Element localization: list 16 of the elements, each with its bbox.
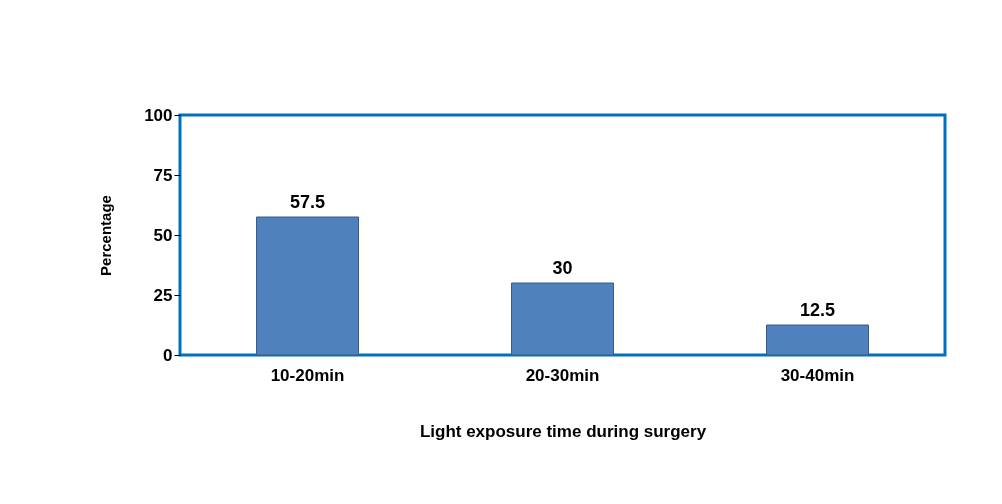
- x-tick-label: 30-40min: [780, 365, 855, 385]
- y-tick-label: 0: [163, 345, 173, 365]
- data-label: 12.5: [799, 300, 836, 320]
- y-tick-label: 100: [144, 105, 173, 125]
- y-axis-title: Percentage: [97, 195, 115, 276]
- x-axis-title: Light exposure time during surgery: [419, 421, 707, 441]
- x-tick-label: 20-30min: [525, 365, 600, 385]
- y-tick-label: 50: [153, 225, 173, 245]
- data-label: 57.5: [289, 192, 326, 212]
- bar: [256, 216, 359, 356]
- bar: [766, 324, 869, 356]
- bar: [511, 282, 614, 356]
- y-tick-label: 25: [153, 285, 173, 305]
- data-label: 30: [552, 258, 573, 278]
- y-tick-label: 75: [153, 165, 173, 185]
- x-tick-label: 10-20min: [270, 365, 345, 385]
